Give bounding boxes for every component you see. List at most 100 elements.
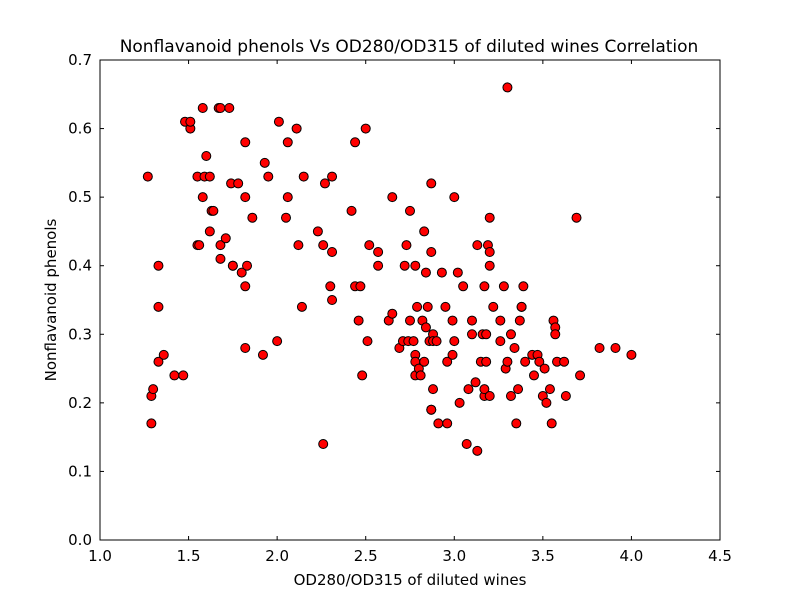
data-point (215, 103, 226, 113)
data-points (142, 82, 637, 456)
data-point (560, 391, 571, 401)
data-point (505, 391, 516, 401)
data-point (467, 315, 477, 326)
data-point (539, 363, 550, 374)
data-point (454, 397, 465, 408)
y-tick-label: 0.6 (68, 120, 92, 138)
data-point (509, 343, 520, 353)
data-point (415, 370, 426, 381)
data-point (419, 356, 430, 367)
data-point (546, 418, 557, 429)
y-tick-label: 0.4 (68, 257, 92, 275)
data-point (312, 226, 323, 237)
data-point (296, 301, 307, 312)
data-point (544, 384, 555, 395)
data-point (215, 253, 226, 264)
data-point (575, 370, 586, 381)
data-point (505, 329, 516, 340)
data-point (263, 171, 274, 182)
data-point (325, 281, 336, 292)
y-tick-label: 0.1 (68, 462, 92, 480)
data-point (481, 329, 492, 340)
data-point (461, 439, 472, 449)
data-point (502, 356, 513, 367)
data-point (240, 137, 251, 148)
data-point (458, 281, 469, 292)
data-point (433, 418, 444, 429)
data-point (178, 370, 189, 381)
data-point (481, 356, 492, 367)
data-point (282, 192, 293, 203)
data-point (185, 116, 196, 127)
data-point (529, 370, 539, 381)
data-point (520, 356, 531, 367)
x-tick-label: 2.5 (354, 547, 378, 565)
data-point (236, 267, 247, 278)
data-point (169, 370, 180, 381)
data-point (449, 336, 460, 347)
data-point (327, 295, 338, 305)
data-point (318, 240, 329, 251)
data-point (233, 178, 244, 189)
data-point (153, 260, 164, 271)
data-point (153, 356, 164, 367)
data-point (422, 301, 433, 312)
data-point (350, 137, 361, 148)
data-point (488, 301, 499, 312)
data-point (436, 267, 447, 278)
data-point (220, 233, 231, 244)
x-tick-label: 4.0 (619, 547, 643, 565)
chart-title: Nonflavanoid phenols Vs OD280/OD315 of d… (120, 37, 699, 57)
data-point (282, 137, 293, 148)
data-point (559, 356, 570, 367)
data-point (298, 171, 309, 182)
data-point (291, 123, 302, 134)
data-point (431, 336, 442, 347)
data-point (426, 178, 437, 189)
x-tick-label: 1.5 (177, 547, 201, 565)
y-tick-label: 0.5 (68, 188, 92, 206)
data-point (208, 205, 219, 216)
data-point (194, 240, 205, 251)
data-point (240, 281, 251, 292)
data-point (240, 343, 251, 353)
data-point (571, 212, 582, 223)
data-point (257, 349, 268, 360)
data-point (408, 336, 419, 347)
data-point (201, 151, 212, 161)
data-point (215, 240, 226, 251)
data-point (470, 377, 481, 388)
data-point (387, 192, 398, 203)
y-tick-label: 0.2 (68, 394, 92, 412)
data-point (242, 260, 253, 271)
data-point (447, 315, 458, 326)
data-point (357, 370, 368, 381)
data-point (420, 267, 431, 278)
x-axis: 1.0 1.5 2.0 2.5 3.0 3.5 4.0 4.5 (88, 60, 732, 565)
data-point (426, 404, 437, 415)
data-point (495, 336, 506, 347)
data-point (495, 315, 506, 326)
data-point (273, 116, 284, 127)
data-point (410, 260, 421, 271)
data-point (353, 315, 364, 326)
data-point (204, 171, 215, 182)
data-point (158, 349, 169, 360)
data-point (484, 391, 495, 401)
data-point (484, 212, 495, 223)
data-point (146, 418, 157, 429)
data-point (197, 103, 208, 113)
data-point (452, 267, 463, 278)
data-point (449, 192, 460, 203)
data-point (426, 247, 437, 257)
data-point (610, 343, 621, 353)
data-point (240, 192, 251, 203)
data-point (419, 226, 430, 237)
data-point (272, 336, 283, 347)
y-tick-label: 0.7 (68, 51, 92, 69)
data-point (227, 260, 238, 271)
data-point (360, 123, 371, 134)
x-tick-label: 4.5 (708, 547, 732, 565)
data-point (142, 171, 153, 182)
